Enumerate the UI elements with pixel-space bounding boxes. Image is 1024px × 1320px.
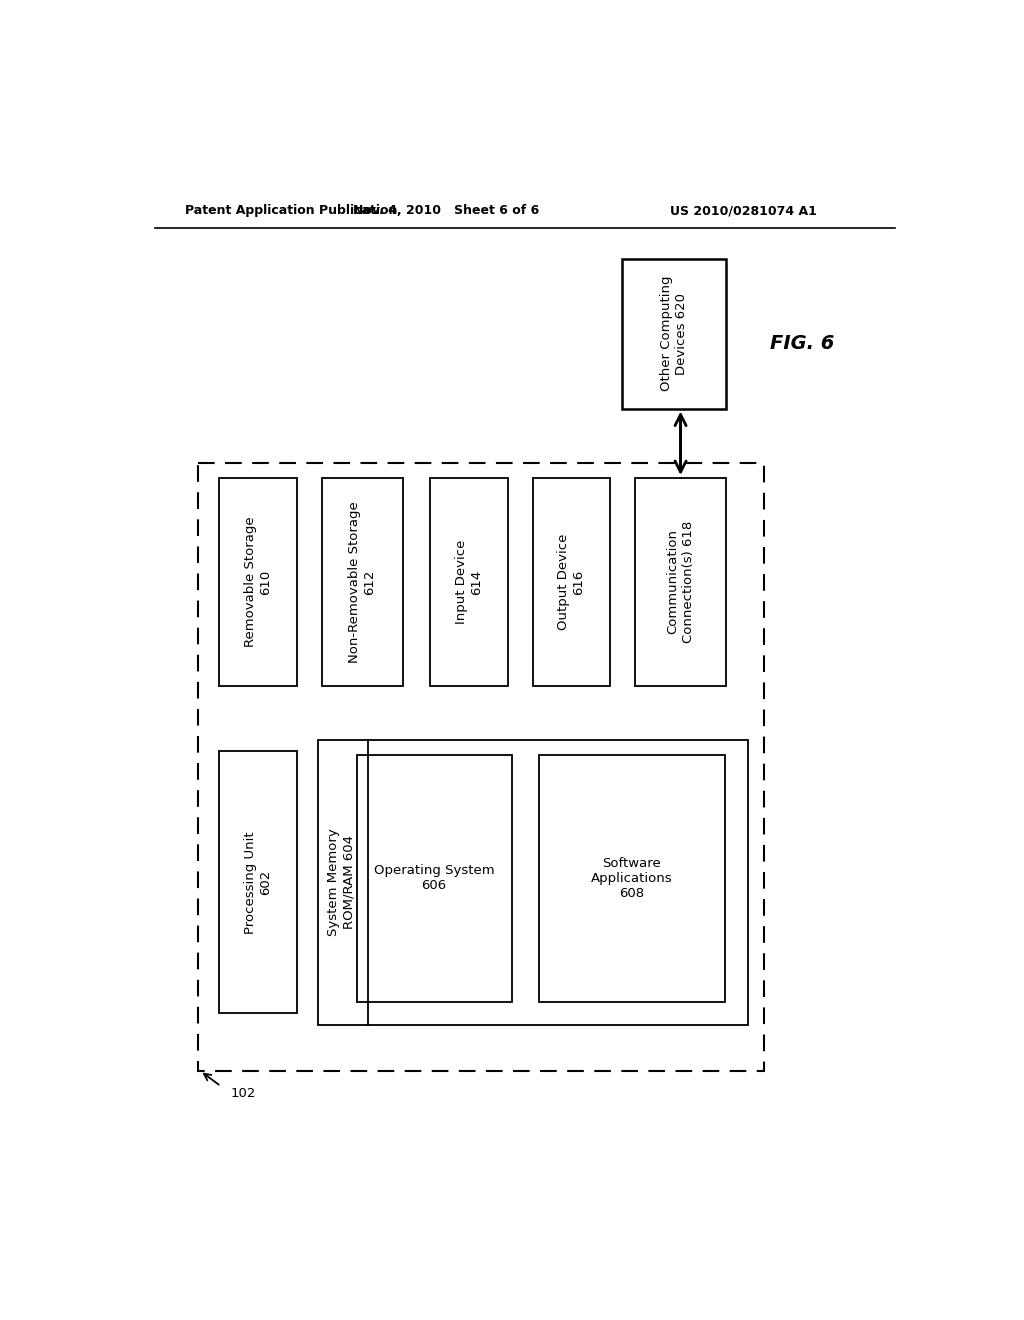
Text: FIG. 6: FIG. 6 <box>770 334 835 352</box>
Text: System Memory
ROM/RAM 604: System Memory ROM/RAM 604 <box>327 829 355 936</box>
Text: US 2010/0281074 A1: US 2010/0281074 A1 <box>671 205 817 218</box>
Text: Other Computing
Devices 620: Other Computing Devices 620 <box>660 276 688 391</box>
Bar <box>622 259 726 409</box>
Bar <box>198 462 764 1071</box>
Text: Processing Unit
602: Processing Unit 602 <box>244 830 272 933</box>
Bar <box>539 755 725 1002</box>
Bar <box>219 751 297 1014</box>
Bar <box>635 478 726 686</box>
Text: Non-Removable Storage
612: Non-Removable Storage 612 <box>348 502 377 663</box>
Text: Software
Applications
608: Software Applications 608 <box>591 857 673 900</box>
Text: Operating System
606: Operating System 606 <box>374 865 495 892</box>
Text: Patent Application Publication: Patent Application Publication <box>184 205 397 218</box>
Text: Removable Storage
610: Removable Storage 610 <box>244 516 272 647</box>
Text: Input Device
614: Input Device 614 <box>455 540 483 624</box>
Bar <box>356 755 512 1002</box>
Text: Output Device
616: Output Device 616 <box>557 533 586 630</box>
Text: Communication
Connection(s) 618: Communication Connection(s) 618 <box>667 521 694 643</box>
Text: Nov. 4, 2010   Sheet 6 of 6: Nov. 4, 2010 Sheet 6 of 6 <box>352 205 539 218</box>
Bar <box>322 478 403 686</box>
Bar <box>430 478 508 686</box>
Bar <box>317 739 748 1024</box>
Bar <box>532 478 610 686</box>
Bar <box>219 478 297 686</box>
Text: 102: 102 <box>230 1088 256 1101</box>
